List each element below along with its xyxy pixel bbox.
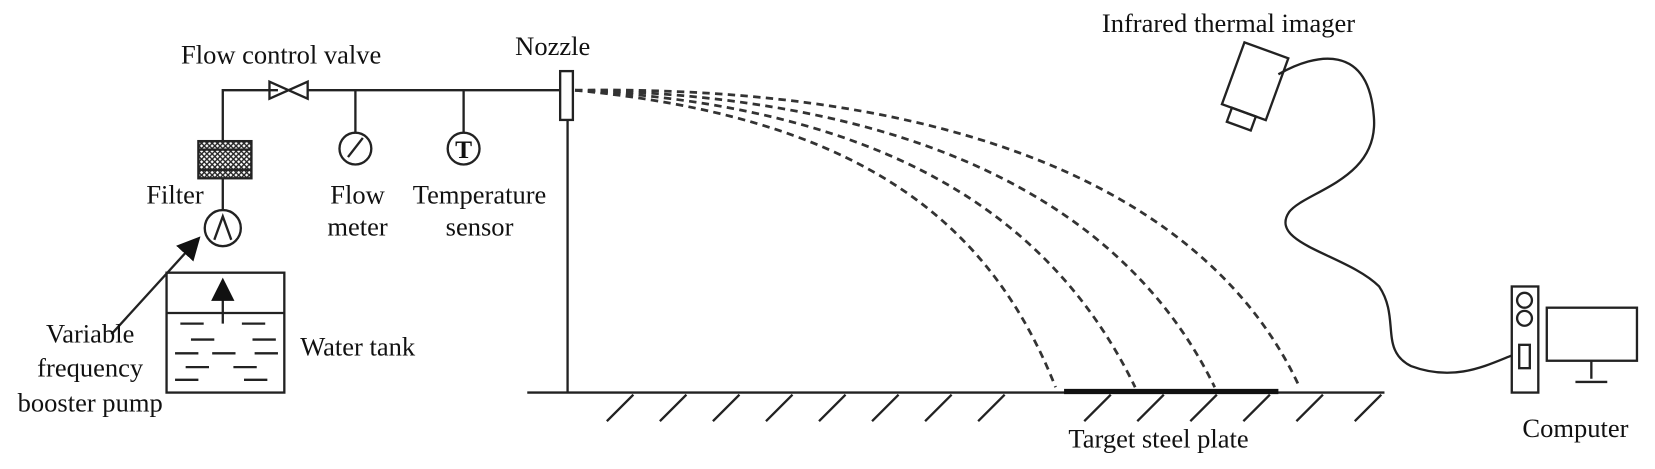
- label: Nozzle: [515, 31, 590, 61]
- label: Target steel plate: [1068, 424, 1248, 454]
- ground: [527, 388, 1385, 423]
- label: Temperature: [413, 180, 547, 210]
- water-tank: [110, 236, 286, 394]
- nozzle-and-spray: [558, 69, 1301, 393]
- label: frequency: [37, 353, 144, 383]
- label: Flow control valve: [181, 40, 381, 70]
- label: Computer: [1522, 413, 1628, 443]
- thermal-imager: [1220, 40, 1290, 132]
- label: Flow: [330, 180, 385, 210]
- svg-text:T: T: [455, 135, 472, 164]
- label: meter: [327, 212, 388, 242]
- labels: Flow control valve Nozzle Infrared therm…: [18, 8, 1629, 454]
- label: booster pump: [18, 388, 163, 418]
- pipework: T: [197, 79, 561, 248]
- cable: [1277, 57, 1513, 374]
- computer: [1510, 285, 1639, 394]
- label: Infrared thermal imager: [1102, 8, 1355, 38]
- label: Filter: [146, 180, 204, 210]
- label: Variable: [46, 319, 134, 349]
- label: sensor: [446, 212, 514, 242]
- label: Water tank: [300, 331, 416, 361]
